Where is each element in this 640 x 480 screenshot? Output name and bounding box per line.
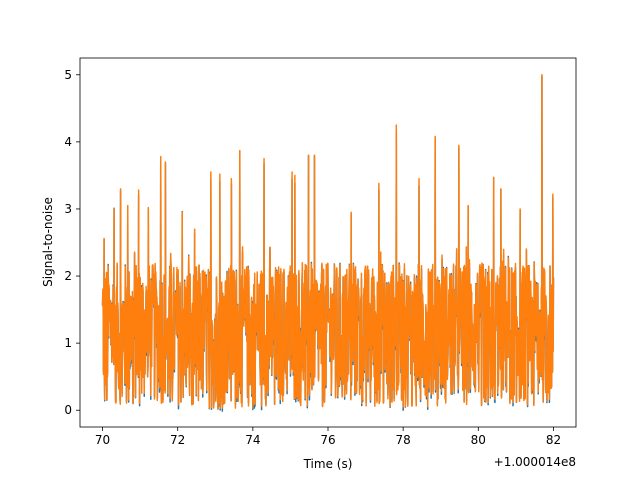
- x-tick-label: 82: [546, 433, 561, 447]
- y-tick-label: 0: [64, 403, 72, 417]
- x-tick-label: 72: [170, 433, 185, 447]
- x-tick-label: 70: [95, 433, 110, 447]
- x-tick-label: 76: [320, 433, 335, 447]
- y-tick-label: 3: [64, 202, 72, 216]
- y-axis-label: Signal-to-noise: [41, 197, 55, 287]
- series-line: [101, 74, 555, 410]
- y-tick-label: 4: [64, 135, 72, 149]
- y-tick-label: 2: [64, 269, 72, 283]
- x-axis-label: Time (s): [303, 457, 353, 471]
- y-axis: 0 1 2 3 4 5: [64, 68, 80, 417]
- x-axis-offset-label: +1.000014e8: [494, 455, 576, 469]
- x-tick-label: 80: [471, 433, 486, 447]
- x-tick-label: 78: [396, 433, 411, 447]
- y-tick-label: 1: [64, 336, 72, 350]
- x-axis: 70 72 74 76 78 80 82: [95, 427, 561, 447]
- series-layer: [101, 74, 555, 412]
- x-tick-label: 74: [245, 433, 260, 447]
- y-tick-label: 5: [64, 68, 72, 82]
